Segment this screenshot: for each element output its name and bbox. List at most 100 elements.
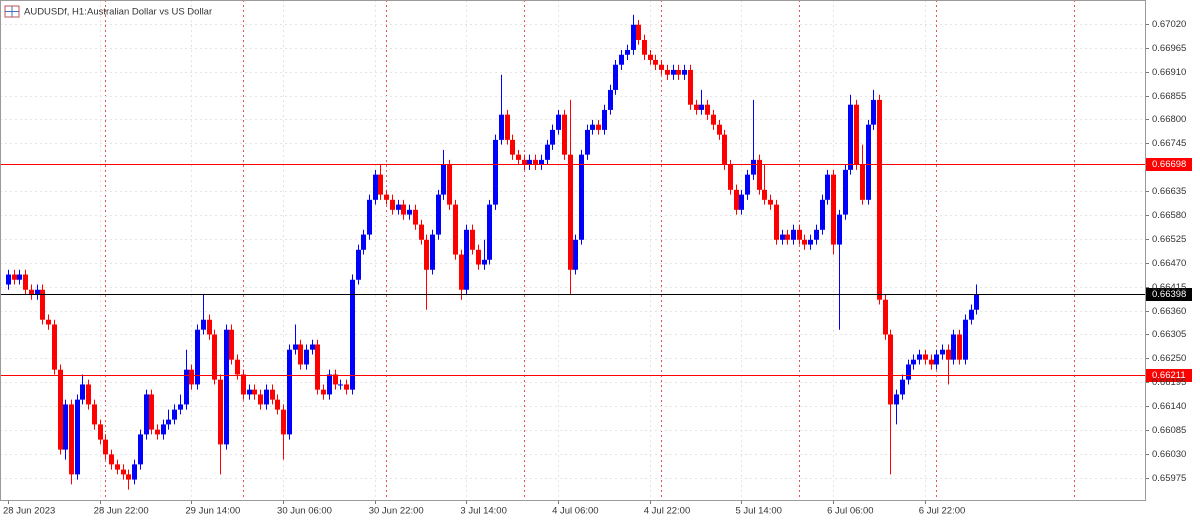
- candle-body: [126, 474, 131, 480]
- candle-body: [447, 164, 452, 205]
- candle-body: [350, 279, 355, 390]
- candle-body: [762, 189, 767, 200]
- candle-body: [911, 359, 916, 365]
- candle-body: [149, 394, 154, 430]
- candle-body: [356, 249, 361, 280]
- candle-body: [745, 174, 750, 195]
- candle-body: [974, 294, 979, 310]
- y-tick-label: 0.66085: [1152, 425, 1186, 436]
- candle-body: [109, 454, 114, 465]
- candle-body: [516, 154, 521, 160]
- candle-body: [298, 344, 303, 365]
- candle-body: [682, 69, 687, 75]
- candle-body: [178, 404, 183, 410]
- y-tick-label: 0.66580: [1152, 210, 1186, 221]
- candle-body: [676, 69, 681, 75]
- candle-body: [207, 319, 212, 335]
- candle-body: [545, 144, 550, 160]
- candle-body: [854, 104, 859, 165]
- candle-body: [327, 374, 332, 395]
- candle-body: [184, 369, 189, 405]
- candle-body: [201, 319, 206, 330]
- y-tick-label: 0.66745: [1152, 138, 1186, 149]
- candle-body: [58, 369, 63, 450]
- x-tick-label: 4 Jul 06:00: [552, 506, 598, 517]
- candle-body: [642, 39, 647, 55]
- candle-body: [734, 189, 739, 210]
- candle-body: [825, 174, 830, 200]
- axis-layer: 0.67020 0.66965 0.66910 0.66855 0.66800 0.667…: [3, 19, 1186, 517]
- candle-body: [499, 114, 504, 140]
- candle-body: [802, 239, 807, 245]
- y-tick-label: 0.66140: [1152, 401, 1186, 412]
- candle-body: [29, 289, 34, 295]
- candle-body: [619, 54, 624, 65]
- price-level-label: 0.66398: [1152, 289, 1186, 300]
- candle-body: [235, 359, 240, 375]
- candle-body: [258, 394, 263, 405]
- candle-body: [166, 419, 171, 425]
- candle-body: [338, 384, 343, 386]
- candle-body: [247, 389, 252, 395]
- candle-body: [40, 289, 45, 320]
- candle-body: [717, 124, 722, 135]
- candle-body: [722, 134, 727, 165]
- candle-body: [711, 114, 716, 125]
- y-tick-label: 0.66360: [1152, 306, 1186, 317]
- candle-body: [510, 139, 515, 155]
- candle-body: [92, 404, 97, 425]
- candle-body: [843, 169, 848, 215]
- candle-body: [241, 374, 246, 395]
- x-tick-label: 6 Jul 22:00: [919, 506, 965, 517]
- candle-body: [304, 349, 309, 365]
- candle-body: [35, 289, 40, 295]
- y-tick-label: 0.66525: [1152, 234, 1186, 245]
- candle-body: [780, 234, 785, 240]
- candle-body: [533, 159, 538, 165]
- candle-body: [252, 389, 257, 395]
- candle-body: [86, 384, 91, 405]
- candle-body: [951, 334, 956, 360]
- candle-body: [969, 309, 974, 320]
- candle-body: [797, 229, 802, 240]
- candle-body: [373, 174, 378, 200]
- candle-body: [522, 159, 527, 165]
- candle-body: [98, 424, 103, 440]
- candle-body: [946, 349, 951, 360]
- candle-body: [436, 194, 441, 235]
- candle-body: [80, 384, 85, 400]
- candle-body: [121, 469, 126, 475]
- candle-body: [453, 204, 458, 255]
- candle-body: [671, 69, 676, 75]
- y-tick-label: 0.66470: [1152, 258, 1186, 269]
- candle-body: [189, 369, 194, 385]
- candle-body: [751, 159, 756, 175]
- x-tick-label: 6 Jul 06:00: [827, 506, 873, 517]
- candle-body: [837, 214, 842, 245]
- candle-body: [579, 154, 584, 240]
- candle-body: [562, 114, 567, 155]
- candle-body: [831, 174, 836, 245]
- price-level-tag: [1146, 288, 1192, 301]
- x-tick-label: 5 Jul 14:00: [735, 506, 781, 517]
- x-tick-label: 3 Jul 14:00: [460, 506, 506, 517]
- candle-body: [384, 194, 389, 200]
- candle-body: [590, 124, 595, 130]
- candle-body: [596, 124, 601, 130]
- candle-body: [917, 354, 922, 360]
- candle-body: [487, 204, 492, 260]
- candle-body: [6, 274, 11, 285]
- candle-body: [69, 404, 74, 475]
- candle-body: [419, 224, 424, 240]
- y-tick-label: 0.67020: [1152, 19, 1186, 30]
- candle-body: [653, 59, 658, 65]
- candle-body: [378, 174, 383, 195]
- candle-body: [396, 204, 401, 210]
- candle-body: [281, 409, 286, 435]
- candle-body: [212, 334, 217, 380]
- candle-body: [860, 164, 865, 200]
- candle-body: [401, 204, 406, 215]
